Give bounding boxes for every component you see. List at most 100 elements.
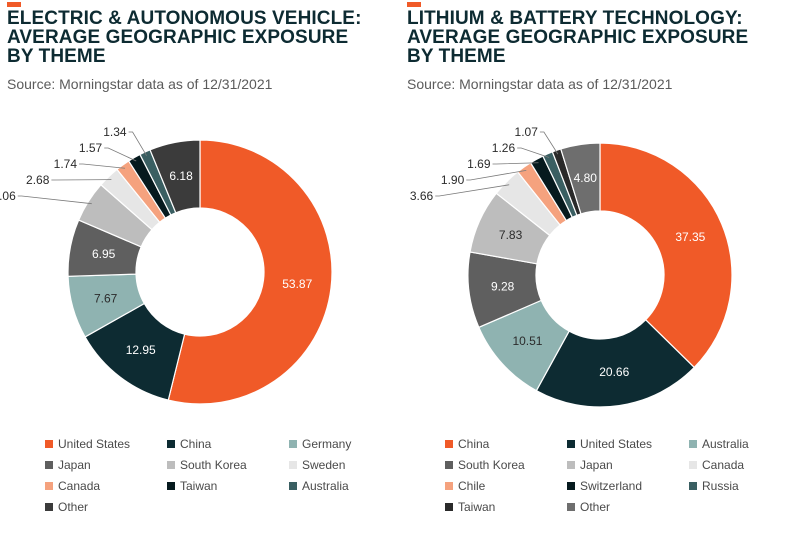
legend-item: Russia <box>689 479 739 493</box>
legend-swatch <box>289 461 297 469</box>
data-label: 1.69 <box>467 157 491 171</box>
legend-label: Taiwan <box>180 479 218 493</box>
legend-swatch <box>445 503 453 511</box>
data-label: 12.95 <box>126 343 156 357</box>
leader-line <box>435 184 510 197</box>
title-line: BY THEME <box>407 46 506 67</box>
legend-label: Switzerland <box>580 479 643 493</box>
data-label: 37.35 <box>675 230 705 244</box>
leader-line <box>539 131 559 155</box>
chart-source: Source: Morningstar data as of 12/31/202… <box>407 76 673 92</box>
leader-line <box>492 162 539 165</box>
legend-item: United States <box>45 437 130 451</box>
legend-item: China <box>167 437 211 451</box>
legend-swatch <box>567 440 575 448</box>
legend-swatch <box>567 482 575 490</box>
legend-swatch <box>45 482 53 490</box>
data-label: 6.95 <box>92 247 116 261</box>
legend-swatch <box>289 440 297 448</box>
data-label: 20.66 <box>599 365 629 379</box>
legend-label: Chile <box>458 479 486 493</box>
data-label: 10.51 <box>512 334 542 348</box>
legend-item: South Korea <box>445 458 525 472</box>
legend-label: South Korea <box>180 458 247 472</box>
legend-label: Australia <box>302 479 349 493</box>
legend-label: Taiwan <box>458 500 496 514</box>
legend-swatch <box>289 482 297 490</box>
donut-slice <box>560 142 601 215</box>
legend-swatch <box>689 440 697 448</box>
data-label: 1.74 <box>54 157 78 171</box>
donut-slice <box>149 139 201 214</box>
legend-swatch <box>45 440 53 448</box>
lithium-panel: LITHIUM & BATTERY TECHNOLOGY: AVERAGE GE… <box>400 0 795 533</box>
legend-label: Russia <box>702 479 739 493</box>
legend-swatch <box>45 461 53 469</box>
legend-swatch <box>445 440 453 448</box>
legend-item: Other <box>45 500 88 514</box>
data-label: 1.07 <box>515 125 539 139</box>
legend-item: United States <box>567 437 652 451</box>
data-label: 3.66 <box>410 189 434 203</box>
data-label: 4.80 <box>574 171 598 185</box>
data-label: 5.06 <box>0 189 16 203</box>
legend-item: Chile <box>445 479 485 493</box>
donut-slice <box>535 318 696 408</box>
legend-label: China <box>180 437 212 451</box>
title-line: ELECTRIC & AUTONOMOUS VEHICLE: <box>7 8 362 29</box>
legend-label: South Korea <box>458 458 525 472</box>
legend-item: Japan <box>567 458 613 472</box>
donut-slice <box>599 142 733 369</box>
title-accent-bar <box>7 2 21 7</box>
data-label: 6.18 <box>169 169 193 183</box>
legend-item: Australia <box>289 479 349 493</box>
legend-label: Japan <box>58 458 91 472</box>
legend-swatch <box>689 482 697 490</box>
legend-label: China <box>458 437 490 451</box>
data-label: 9.28 <box>491 279 515 293</box>
data-label: 1.57 <box>79 141 103 155</box>
legend-item: Sweden <box>289 458 345 472</box>
legend-label: United States <box>580 437 653 451</box>
legend-label: Japan <box>580 458 613 472</box>
title-accent-bar <box>407 2 421 7</box>
data-label: 53.87 <box>282 277 312 291</box>
leader-line <box>466 169 527 181</box>
legend-label: Australia <box>702 437 749 451</box>
title-line: LITHIUM & BATTERY TECHNOLOGY: <box>407 8 743 29</box>
chart-title: ELECTRIC & AUTONOMOUS VEHICLE: AVERAGE G… <box>7 9 392 66</box>
legend-item: Taiwan <box>167 479 217 493</box>
legend-item: Canada <box>689 458 744 472</box>
donut-chart: 53.87 12.95 7.67 6.95 6.18 5.06 2.68 1.741.571.… <box>0 125 333 405</box>
data-label: 1.34 <box>103 125 127 139</box>
legend-swatch <box>45 503 53 511</box>
legend-item: China <box>445 437 489 451</box>
title-line: AVERAGE GEOGRAPHIC EXPOSURE <box>7 27 349 48</box>
donut-chart: 37.3520.6610.519.287.834.803.661.901.691… <box>410 125 733 408</box>
legend-item: Taiwan <box>445 500 495 514</box>
legend-label: Other <box>58 500 89 514</box>
legend-label: Canada <box>702 458 745 472</box>
legend-item: Germany <box>289 437 351 451</box>
chart-title: LITHIUM & BATTERY TECHNOLOGY: AVERAGE GE… <box>407 9 792 66</box>
legend-item: Switzerland <box>567 479 642 493</box>
legend-swatch <box>445 461 453 469</box>
title-line: AVERAGE GEOGRAPHIC EXPOSURE <box>407 27 749 48</box>
leader-line <box>79 163 126 169</box>
legend-item: Australia <box>689 437 749 451</box>
legend-label: Germany <box>302 437 352 451</box>
legend-label: Canada <box>58 479 101 493</box>
data-label: 2.68 <box>26 173 50 187</box>
chart-source: Source: Morningstar data as of 12/31/202… <box>7 76 273 92</box>
leader-line <box>517 147 550 158</box>
legend-item: Canada <box>45 479 100 493</box>
legend-swatch <box>567 503 575 511</box>
legend-swatch <box>167 482 175 490</box>
data-label: 1.90 <box>441 173 465 187</box>
data-label: 1.26 <box>492 141 516 155</box>
legend-item: South Korea <box>167 458 247 472</box>
legend-swatch <box>167 440 175 448</box>
data-label: 7.83 <box>499 228 523 242</box>
title-line: BY THEME <box>7 46 106 67</box>
legend-swatch <box>689 461 697 469</box>
